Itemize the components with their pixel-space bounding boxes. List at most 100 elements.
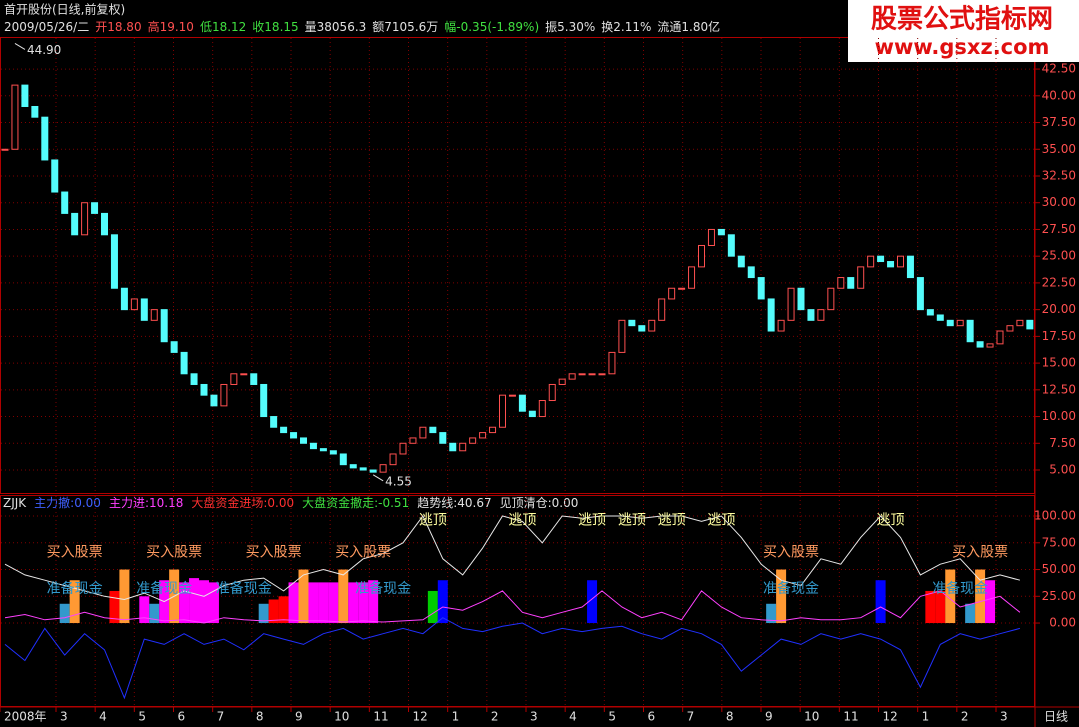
signal-bar [975,569,986,624]
legend-item: 见顶清仓:0.00 [500,496,579,510]
candle [399,442,407,455]
signal-label: 准备现金 [136,580,192,597]
signal-bar [776,569,787,624]
price-annotation: 44.90 [27,43,61,57]
quote-item: 收18.15 [252,20,298,34]
signal-label: 逃顶 [508,512,536,528]
x-tick-label: 4 [99,710,107,724]
candle [150,309,158,321]
signal-bar [925,590,936,624]
signal-bar [149,603,160,624]
signal-label: 准备现金 [932,580,988,597]
y-tick-label: 10.00 [1042,409,1076,423]
candle [260,383,268,418]
y-tick-label: 7.50 [1049,436,1076,450]
candle [220,383,228,407]
candle [797,287,805,311]
signal-label: 买入股票 [763,544,819,560]
candle [837,277,845,289]
candle [508,394,516,397]
watermark-url: www.gsxz.com [875,35,1050,59]
candle [499,394,506,428]
candle [568,373,576,380]
candle [31,105,39,118]
indicator-legend: ZJJK 主力撤:0.00 主力进:10.18 大盘资金进场:0.00 大盘资金撤走:-… [3,495,578,510]
y-tick-label: 30.00 [1042,195,1076,209]
indicator-line [4,617,1021,700]
candle [916,277,924,311]
candle [379,464,387,473]
signal-bar [288,582,299,624]
signal-bar [985,580,996,624]
y-tick-label: 75.00 [1042,535,1076,549]
signal-bar [298,569,309,624]
candle [966,319,974,343]
candle [309,442,317,450]
candle [548,383,556,402]
x-tick-label: 11 [373,710,388,724]
candle [130,298,138,311]
candle [280,426,288,434]
candle [777,319,785,332]
quote-item: 幅-0.35(-1.89%) [444,19,539,34]
candle [956,319,964,327]
x-tick-label: 10 [804,710,819,724]
candle [61,191,69,214]
candle [409,437,417,444]
legend-item: ZJJK [3,496,27,510]
signal-bar [587,580,598,624]
x-tick-label: 4 [569,710,577,724]
signal-bar [199,580,209,624]
signal-label: 买入股票 [146,544,202,560]
y-tick-label: 17.50 [1042,329,1076,343]
candle [698,244,705,268]
signal-bar [427,590,438,624]
y-tick-label: 32.50 [1042,168,1076,182]
candle [240,373,248,376]
signal-label: 准备现金 [763,580,819,597]
candle [608,351,616,375]
candle [459,442,467,452]
y-tick-label: 5.00 [1049,463,1076,477]
candle [339,453,347,466]
x-tick-label: 6 [178,710,186,724]
quote-item: 振5.30% [545,20,595,34]
x-tick-label: 6 [648,710,656,724]
y-tick-label: 20.00 [1042,302,1076,316]
candle [21,84,29,107]
quote-item: 高19.10 [148,19,194,34]
signal-bar [945,569,956,624]
x-tick-label: 1 [922,710,930,724]
candle [359,467,367,471]
y-tick-label: 0.00 [1049,616,1076,630]
signal-label: 买入股票 [952,544,1008,560]
candle [757,277,765,300]
legend-item: 主力撤:0.00 [34,495,101,510]
x-tick-label: 8 [726,710,734,724]
candle [419,426,427,439]
candle [906,255,914,279]
signal-label: 买入股票 [47,544,103,560]
annotation-pointer [14,42,26,50]
candle [877,255,885,263]
signal-label: 准备现金 [47,580,103,597]
signal-label: 逃顶 [578,512,606,528]
quote-item: 开18.80 [95,20,141,34]
candle [538,400,546,418]
signal-label: 买入股票 [246,544,302,560]
signal-label: 买入股票 [335,544,391,560]
candle [11,84,19,150]
signal-bar [348,582,359,624]
signal-label: 准备现金 [216,580,272,597]
candle [369,469,377,473]
stock-title: 首开股份(日线,前复权) [4,2,125,17]
quote-item: 量38056.3 [305,20,367,34]
candle [120,287,128,311]
x-tick-label: 9 [765,710,773,724]
legend-item: 大盘资金撤走:-0.51 [302,495,409,510]
signal-bar [318,582,329,624]
candle [668,287,676,300]
candle [897,255,904,268]
candle [210,394,218,407]
